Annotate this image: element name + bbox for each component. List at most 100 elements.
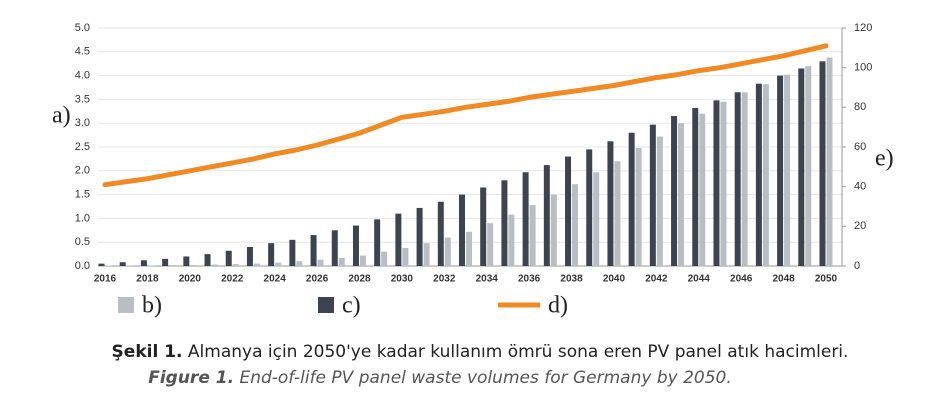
- bar: [459, 194, 465, 266]
- y-tick-label: 3.0: [75, 117, 90, 129]
- bar: [734, 92, 741, 266]
- bar: [713, 100, 720, 267]
- bar: [310, 235, 317, 266]
- bar: [190, 265, 197, 266]
- bar: [777, 75, 784, 266]
- y-tick-label: 2.5: [75, 141, 90, 153]
- x-tick-label: 2018: [136, 274, 159, 285]
- bar: [487, 223, 494, 266]
- bar: [183, 256, 190, 266]
- y2-tick-label: 120: [854, 22, 872, 34]
- bar: [444, 237, 451, 266]
- x-tick-label: 2030: [391, 274, 414, 285]
- x-tick-label: 2026: [306, 274, 329, 285]
- bar: [268, 243, 275, 266]
- bar: [437, 201, 444, 266]
- x-tick-label: 2050: [815, 274, 838, 285]
- bar: [374, 219, 381, 266]
- bar: [784, 74, 791, 266]
- caption-text: End-of-life PV panel waste volumes for G…: [239, 368, 731, 388]
- x-tick-label: 2024: [264, 274, 287, 285]
- x-tick-label: 2020: [179, 274, 202, 285]
- caption-text: Almanya için 2050'ye kadar kullanım ömrü…: [188, 342, 849, 362]
- bar: [565, 156, 572, 266]
- y-tick-label: 1.5: [75, 189, 90, 201]
- bar: [805, 66, 812, 266]
- bar: [692, 107, 699, 266]
- bar: [826, 57, 833, 267]
- bar: [119, 262, 126, 266]
- y2-tick-label: 60: [854, 141, 866, 153]
- bar: [232, 264, 239, 266]
- bar: [204, 254, 211, 266]
- y-tick-label: 3.5: [75, 93, 90, 105]
- x-tick-label: 2022: [221, 274, 244, 285]
- x-tick-label: 2040: [603, 274, 626, 285]
- bar: [762, 84, 769, 266]
- y-axis-label: a): [52, 103, 71, 129]
- x-tick-label: 2016: [94, 274, 117, 285]
- bar: [741, 92, 748, 266]
- bar: [395, 213, 402, 266]
- bar: [317, 259, 324, 266]
- bar: [699, 113, 706, 267]
- bar: [416, 207, 423, 266]
- y-tick-label: 1.0: [75, 212, 90, 224]
- y-tick-label: 0.0: [75, 260, 90, 272]
- bar: [289, 239, 296, 266]
- bar: [296, 261, 303, 266]
- bar: [607, 141, 614, 266]
- bar: [352, 225, 359, 266]
- bar: [720, 101, 727, 266]
- bar: [275, 262, 282, 266]
- x-tick-label: 2028: [348, 274, 371, 285]
- bar: [550, 194, 557, 266]
- bar: [819, 61, 826, 266]
- bar: [508, 214, 515, 266]
- x-tick-label: 2036: [518, 274, 541, 285]
- y2-tick-label: 20: [854, 220, 866, 232]
- bar: [593, 172, 600, 266]
- bar: [649, 124, 656, 267]
- y-tick-label: 2.0: [75, 165, 90, 177]
- caption-en: Figure 1. End-of-life PV panel waste vol…: [148, 368, 732, 388]
- y-tick-label: 4.5: [75, 46, 90, 58]
- x-tick-label: 2048: [772, 274, 795, 285]
- y2-axis-label: e): [875, 146, 894, 172]
- caption-label: Şekil 1.: [112, 342, 183, 362]
- y2-tick-label: 100: [854, 62, 872, 74]
- y-tick-label: 4.0: [75, 70, 90, 82]
- legend-swatch: [318, 297, 334, 313]
- y-tick-label: 0.5: [75, 236, 90, 248]
- bar: [225, 250, 232, 266]
- bar: [331, 230, 338, 266]
- bar: [211, 264, 218, 266]
- y-tick-label: 5.0: [75, 22, 90, 34]
- bar: [656, 136, 663, 266]
- bar: [480, 187, 487, 266]
- x-tick-label: 2034: [476, 274, 499, 285]
- bar: [381, 251, 388, 266]
- legend-label: d): [548, 293, 568, 319]
- bar: [671, 116, 678, 266]
- bar: [162, 258, 169, 266]
- bar: [586, 149, 593, 266]
- bar: [628, 132, 635, 266]
- legend-label: c): [342, 293, 361, 319]
- bar: [253, 263, 260, 266]
- y2-tick-label: 80: [854, 101, 866, 113]
- x-tick-label: 2032: [433, 274, 456, 285]
- legend-label: b): [142, 293, 162, 319]
- x-tick-label: 2042: [645, 274, 668, 285]
- bar: [466, 231, 472, 266]
- x-tick-label: 2038: [560, 274, 583, 285]
- bar: [543, 165, 550, 266]
- x-tick-label: 2046: [730, 274, 753, 285]
- bar: [501, 180, 508, 266]
- bar: [402, 247, 409, 266]
- bar: [572, 184, 579, 266]
- line: [102, 43, 829, 188]
- bar: [338, 257, 345, 266]
- bar: [678, 123, 685, 266]
- bar: [529, 205, 536, 266]
